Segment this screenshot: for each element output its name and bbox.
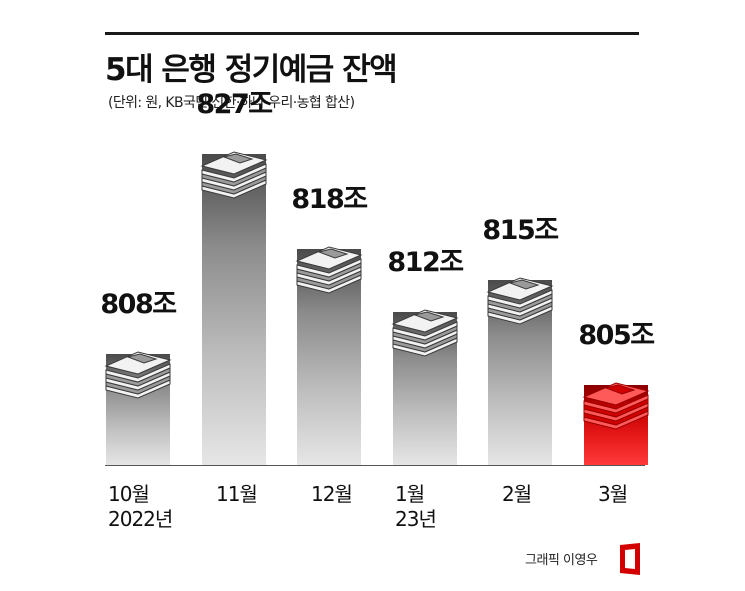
value-label-4: 812조: [387, 247, 464, 278]
x-tick-sublabel-4: 23년: [395, 507, 437, 531]
value-label-6: 805조: [578, 320, 655, 351]
top-rule: [105, 32, 639, 35]
money-stack-icon: [295, 246, 363, 294]
x-tick-label-4: 1월: [395, 482, 425, 506]
x-tick-sublabel-1: 2022년: [108, 507, 173, 531]
x-tick-label-1: 10월: [108, 482, 150, 506]
value-label-5: 815조: [482, 215, 559, 246]
x-tick-label-6: 3월: [598, 482, 628, 506]
money-stack-icon: [486, 277, 554, 325]
bar-4: [391, 309, 459, 465]
publisher-logo-icon: [620, 543, 640, 575]
chart-title: 5대 은행 정기예금 잔액: [105, 52, 398, 88]
money-stack-icon: [391, 309, 459, 357]
x-tick-label-2: 11월: [216, 482, 258, 506]
value-label-1: 808조: [100, 289, 177, 320]
bar-5: [486, 277, 554, 465]
money-stack-icon: [200, 151, 268, 199]
x-tick-label-3: 12월: [311, 482, 353, 506]
bar-2: [200, 151, 268, 465]
bar-3: [295, 246, 363, 465]
money-stack-icon: [104, 351, 172, 399]
value-label-2: 827조: [196, 89, 273, 120]
chart-subtitle: (단위: 원, KB국민·신한·하나·우리·농협 합산): [108, 95, 355, 111]
bar-1: [104, 351, 172, 465]
x-tick-label-5: 2월: [502, 482, 532, 506]
x-axis-baseline: [105, 465, 645, 466]
credit-text: 그래픽 이영우: [525, 553, 598, 568]
value-label-3: 818조: [291, 184, 368, 215]
money-stack-icon: [582, 382, 650, 430]
bar-6: [582, 382, 650, 465]
